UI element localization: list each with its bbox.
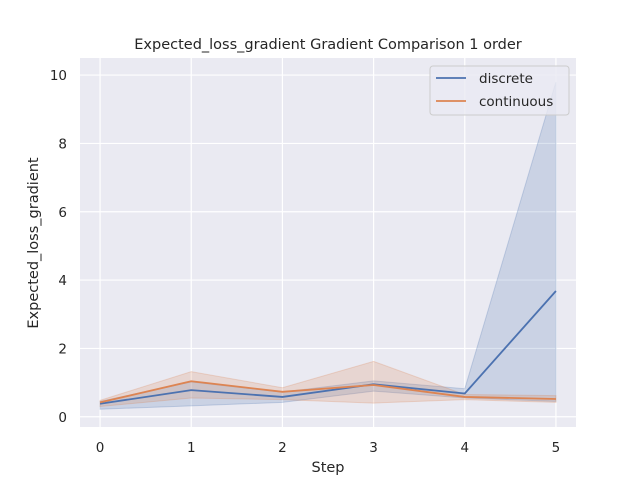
- y-tick-label: 8: [58, 136, 67, 152]
- x-tick-label: 3: [369, 440, 378, 456]
- y-tick-label: 4: [58, 273, 67, 289]
- legend: discrete continuous: [429, 65, 570, 116]
- grid: [80, 58, 576, 427]
- y-axis-label: Expected_loss_gradient: [26, 157, 42, 329]
- y-tick-label: 6: [58, 205, 67, 221]
- plot-background: [80, 58, 576, 427]
- legend-label-continuous: continuous: [479, 94, 553, 110]
- x-tick-labels: 0 1 2 3 4 5: [96, 440, 560, 456]
- x-tick-label: 2: [278, 440, 287, 456]
- x-tick-label: 4: [460, 440, 469, 456]
- line-discrete: [99, 290, 557, 405]
- band-continuous: [99, 360, 557, 408]
- series-lines: [99, 290, 557, 405]
- x-tick-label: 0: [96, 440, 105, 456]
- y-tick-label: 0: [58, 410, 67, 426]
- line-continuous: [99, 380, 556, 404]
- x-axis-label: Step: [311, 460, 344, 476]
- y-tick-label: 10: [50, 68, 67, 84]
- y-tick-label: 2: [58, 341, 67, 357]
- legend-label-discrete: discrete: [479, 71, 533, 87]
- x-tick-label: 1: [187, 440, 196, 456]
- y-tick-labels: 0 2 4 6 8 10: [50, 68, 67, 426]
- chart-title: Expected_loss_gradient Gradient Comparis…: [134, 37, 522, 53]
- x-tick-label: 5: [552, 440, 561, 456]
